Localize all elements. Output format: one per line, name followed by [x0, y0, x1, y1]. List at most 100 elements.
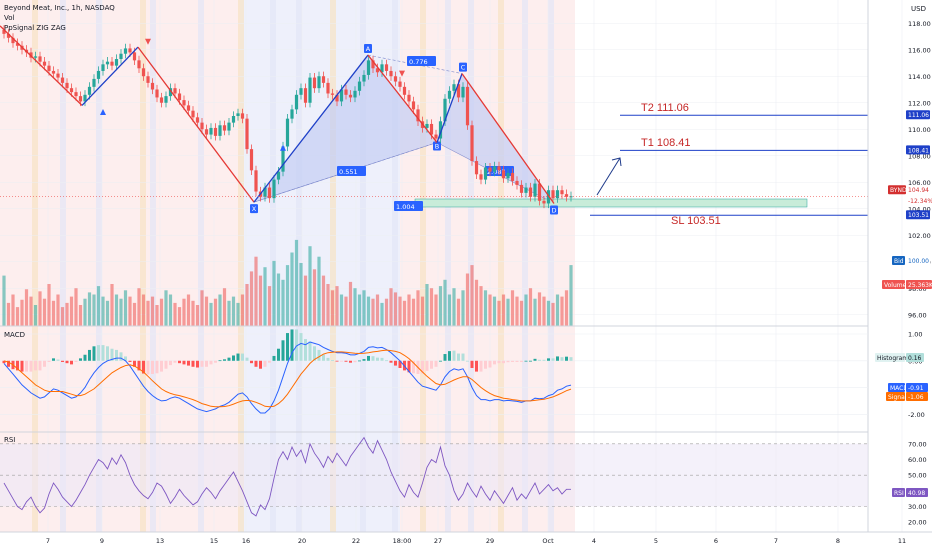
- tag-macd-label: MACD: [890, 385, 908, 392]
- price-tick: 102.00: [908, 232, 931, 240]
- zigzag-segment: [253, 54, 369, 203]
- macd-histogram-bar: [511, 360, 514, 362]
- candle-body: [150, 82, 155, 90]
- macd-histogram-bar: [326, 357, 330, 361]
- candle-body: [326, 82, 330, 94]
- candle-body: [105, 61, 110, 65]
- candle-body: [236, 113, 240, 116]
- macd-histogram-bar: [20, 360, 24, 372]
- macd-histogram-bar: [232, 355, 235, 361]
- volume-bar: [74, 288, 78, 326]
- candle-body: [389, 70, 393, 77]
- candle-body: [465, 86, 470, 126]
- time-label: 18:00: [393, 537, 412, 545]
- volume-bar: [141, 294, 146, 326]
- macd-histogram-bar: [290, 329, 294, 361]
- session-band: [60, 0, 66, 532]
- candle-body: [564, 194, 569, 197]
- volume-bar: [38, 291, 42, 326]
- point-label-X: X: [252, 205, 257, 213]
- volume-bar: [47, 284, 51, 326]
- t1-label: T1 108.41: [641, 137, 691, 149]
- candle-body: [479, 174, 483, 180]
- candle-body: [348, 94, 353, 98]
- tag-hist-label-bg: [875, 353, 905, 362]
- volume-bar: [294, 239, 299, 326]
- macd-histogram-bar: [187, 360, 190, 366]
- price-tick: 114.00: [908, 73, 931, 81]
- macd-histogram-bar: [412, 360, 415, 374]
- rsi-tick: 70.00: [908, 440, 927, 448]
- macd-histogram-bar: [331, 360, 334, 361]
- ratio-xa: 0.776: [409, 58, 428, 66]
- volume-bar: [542, 296, 546, 326]
- macd-histogram-bar: [299, 333, 303, 361]
- volume-bar: [488, 294, 492, 326]
- price-axis[interactable]: 118.00 116.00 114.00 112.00 110.00 108.00 106.…: [908, 20, 931, 527]
- volume-bar: [29, 296, 33, 326]
- candle-body: [488, 167, 492, 172]
- candle-body: [551, 190, 555, 199]
- volume-bar: [317, 256, 321, 326]
- candle-body: [510, 172, 515, 181]
- candle-body: [182, 100, 186, 106]
- point-bg: [459, 62, 467, 72]
- session-band: [445, 0, 451, 532]
- vol-legend[interactable]: Vol: [4, 14, 15, 22]
- symbol-title[interactable]: Beyond Meat, Inc., 1h, NASDAQ: [4, 4, 115, 12]
- candle-body: [317, 76, 321, 89]
- point-label-C: C: [461, 64, 466, 72]
- session-band: [238, 0, 244, 532]
- volume-bar: [204, 296, 209, 326]
- volume-bar: [420, 296, 425, 326]
- candle-body: [353, 90, 357, 98]
- macd-histogram-bar: [74, 360, 78, 362]
- macd-histogram-bar: [371, 356, 375, 361]
- rsi-title[interactable]: RSI: [4, 436, 15, 444]
- candle-body: [2, 29, 6, 34]
- zigzag-legend[interactable]: PpSignal ZIG ZAG: [4, 24, 66, 32]
- macd-histogram-bar: [443, 354, 447, 361]
- volume-bar: [303, 275, 308, 326]
- volume-bar: [443, 279, 447, 326]
- candle-body: [272, 179, 276, 199]
- tag-last: 104.94: [908, 187, 929, 194]
- volume-bar: [281, 279, 285, 326]
- session-band: [330, 0, 336, 532]
- candle-body: [137, 60, 141, 69]
- volume-bar: [362, 290, 366, 326]
- grid-lines: [0, 0, 903, 532]
- time-axis[interactable]: 7 9 13 15 16 20 22 18:00 27 29 Oct 4 5 6 7 8 11: [46, 537, 906, 545]
- macd-histogram-bar: [529, 360, 532, 362]
- session-band: [150, 0, 156, 532]
- volume-bar: [470, 265, 474, 326]
- candle-body: [290, 109, 294, 119]
- candle-body: [276, 171, 281, 180]
- volume-bar: [114, 294, 119, 326]
- macd-histogram-bar: [227, 357, 231, 361]
- session-band: [498, 0, 504, 532]
- candle-body: [285, 118, 290, 147]
- volume-bar: [213, 298, 218, 326]
- macd-histogram-bar: [425, 360, 429, 371]
- tag-bid: 100.00: [908, 258, 929, 265]
- macd-histogram-bar: [182, 360, 186, 365]
- tag-signal-label-bg: [886, 392, 905, 401]
- candle-body: [281, 146, 285, 172]
- volume-bar: [407, 294, 411, 326]
- candle-body: [204, 129, 209, 135]
- macd-title[interactable]: MACD: [4, 331, 25, 339]
- zigzag-segment: [0, 25, 83, 106]
- volume-bar: [299, 263, 303, 326]
- macd-histogram-bar: [281, 340, 285, 361]
- macd-histogram-bar: [565, 356, 568, 361]
- macd-histogram-bar: [502, 360, 505, 364]
- macd-histogram-bar: [236, 353, 240, 361]
- price-tick: 116.00: [908, 46, 931, 54]
- point-label-D: D: [551, 206, 556, 214]
- volume-bar: [20, 299, 24, 326]
- volume-bar: [164, 290, 168, 326]
- candle-body: [146, 76, 150, 83]
- rsi-tick: 30.00: [908, 503, 927, 511]
